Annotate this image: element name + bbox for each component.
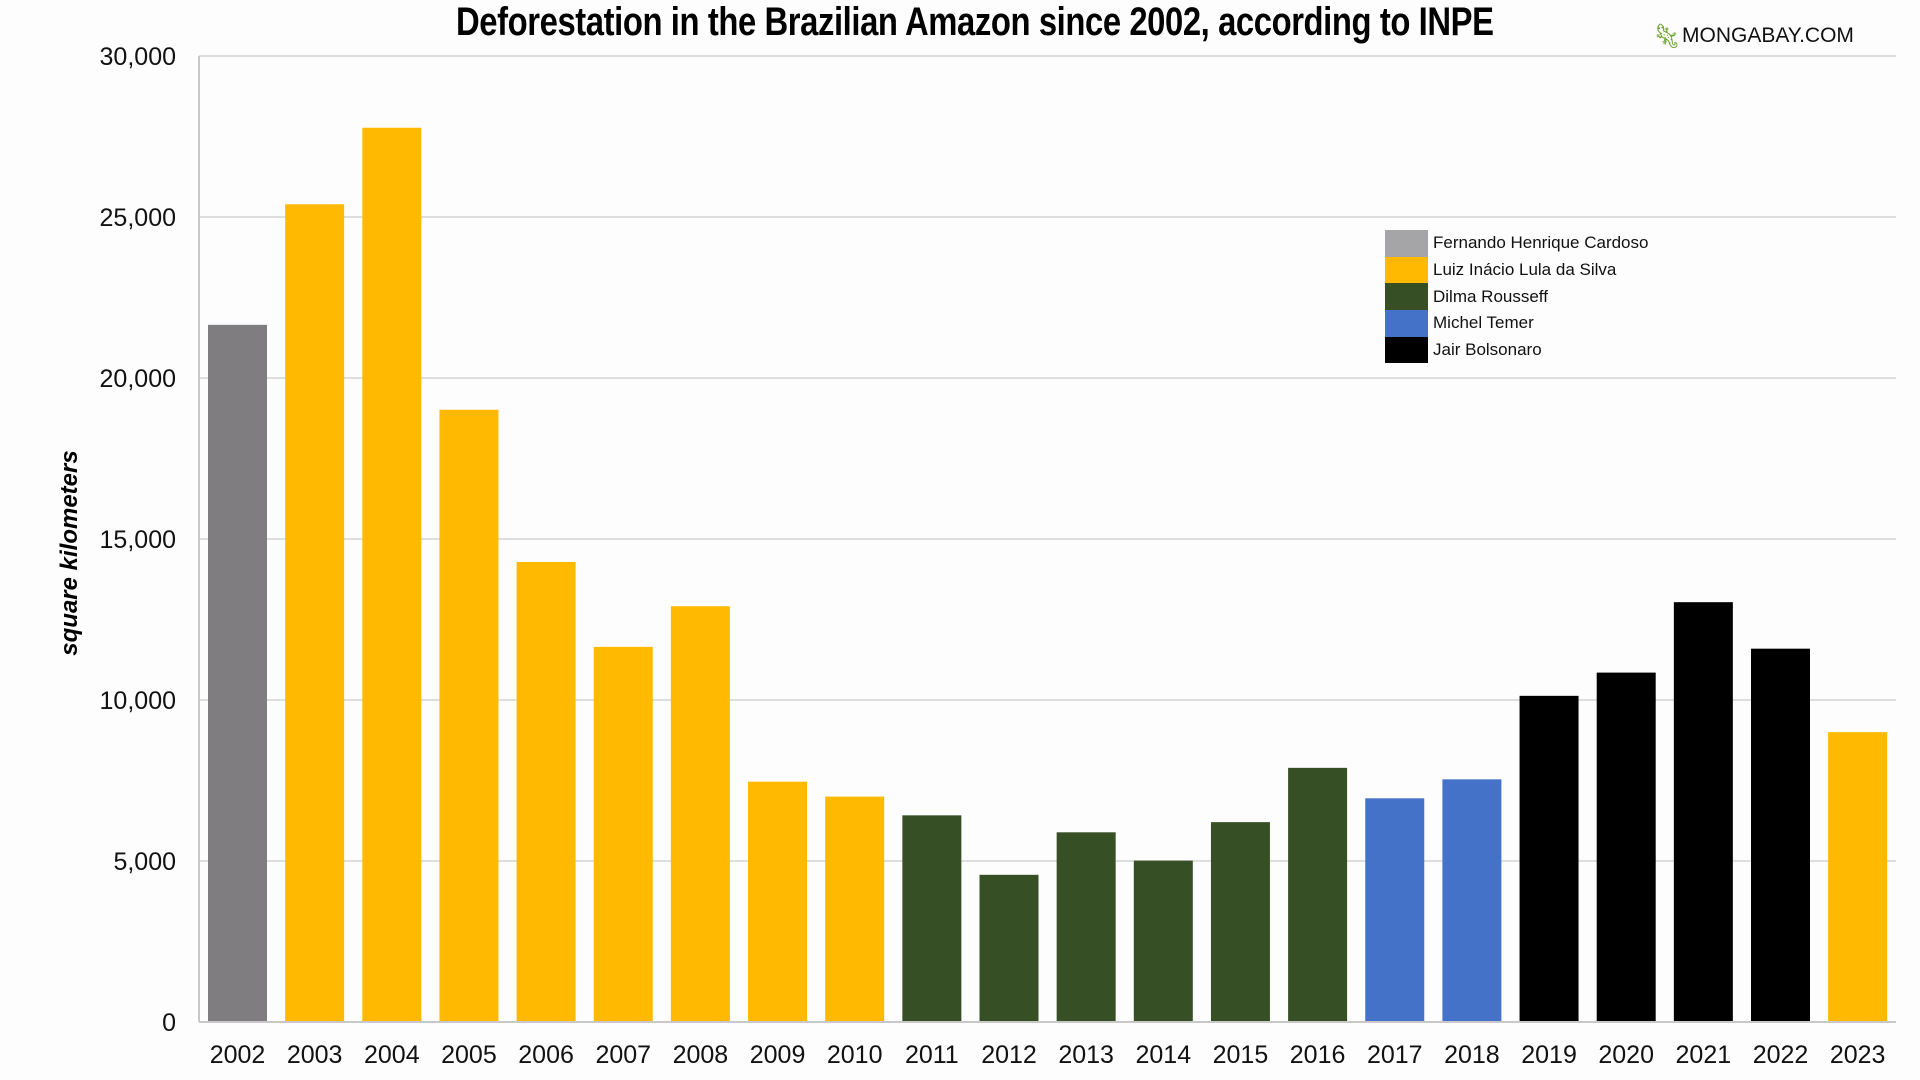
legend: Fernando Henrique Cardoso Luiz Inácio Lul… bbox=[1385, 230, 1648, 364]
x-tick-label: 2003 bbox=[287, 1041, 343, 1069]
legend-item: Luiz Inácio Lula da Silva bbox=[1385, 256, 1648, 284]
y-tick-label: 0 bbox=[162, 1009, 176, 1037]
bar-2006 bbox=[516, 561, 576, 1022]
bar-2011 bbox=[902, 815, 962, 1022]
x-tick-label: 2009 bbox=[750, 1041, 806, 1069]
bar-2018 bbox=[1442, 779, 1502, 1022]
x-tick-label: 2005 bbox=[441, 1041, 497, 1069]
legend-label: Michel Temer bbox=[1433, 313, 1534, 333]
brand-logo-text: MONGABAY.COM bbox=[1682, 24, 1854, 47]
x-tick-label: 2017 bbox=[1367, 1041, 1423, 1069]
bar-2020 bbox=[1596, 672, 1656, 1022]
x-tick-label: 2012 bbox=[981, 1041, 1037, 1069]
x-tick-label: 2018 bbox=[1444, 1041, 1500, 1069]
legend-swatch bbox=[1385, 256, 1428, 284]
bar-2019 bbox=[1519, 695, 1579, 1022]
bar-2012 bbox=[979, 874, 1039, 1022]
bar-2015 bbox=[1210, 822, 1270, 1022]
x-tick-label: 2019 bbox=[1521, 1041, 1577, 1069]
chart-title: Deforestation in the Brazilian Amazon si… bbox=[456, 0, 1494, 44]
y-tick-label: 25,000 bbox=[100, 204, 176, 232]
legend-swatch bbox=[1385, 283, 1428, 311]
bar-2023 bbox=[1828, 732, 1888, 1022]
x-tick-label: 2016 bbox=[1290, 1041, 1346, 1069]
legend-label: Fernando Henrique Cardoso bbox=[1433, 233, 1649, 253]
bar-2005 bbox=[439, 409, 499, 1022]
x-tick-label: 2008 bbox=[673, 1041, 729, 1069]
x-tick-label: 2020 bbox=[1598, 1041, 1654, 1069]
bar-2021 bbox=[1673, 602, 1733, 1022]
y-tick-label: 20,000 bbox=[100, 365, 176, 393]
bar-2004 bbox=[362, 127, 422, 1023]
y-tick-label: 15,000 bbox=[100, 526, 176, 554]
bar-2003 bbox=[285, 204, 345, 1023]
bar-2013 bbox=[1056, 832, 1116, 1022]
legend-label: Jair Bolsonaro bbox=[1433, 340, 1542, 360]
x-tick-label: 2014 bbox=[1135, 1041, 1191, 1069]
y-tick-label: 10,000 bbox=[100, 687, 176, 715]
legend-label: Dilma Rousseff bbox=[1433, 286, 1548, 306]
x-tick-label: 2023 bbox=[1830, 1041, 1886, 1069]
x-tick-label: 2013 bbox=[1058, 1041, 1114, 1069]
bar-2022 bbox=[1751, 648, 1810, 1022]
bar-2010 bbox=[825, 796, 885, 1022]
x-tick-label: 2015 bbox=[1213, 1041, 1269, 1069]
x-tick-label: 2021 bbox=[1676, 1041, 1732, 1069]
x-tick-label: 2011 bbox=[905, 1041, 959, 1069]
bar-2007 bbox=[593, 646, 653, 1022]
legend-item: Michel Temer bbox=[1385, 310, 1648, 337]
bar-2008 bbox=[670, 606, 730, 1022]
y-tick-label: 5,000 bbox=[113, 848, 176, 876]
legend-swatch bbox=[1385, 230, 1428, 257]
bar-2009 bbox=[748, 781, 808, 1022]
legend-swatch bbox=[1385, 336, 1428, 364]
x-tick-label: 2004 bbox=[364, 1041, 420, 1069]
x-tick-label: 2022 bbox=[1753, 1041, 1809, 1069]
y-tick-label: 30,000 bbox=[100, 43, 176, 71]
x-tick-label: 2007 bbox=[595, 1041, 651, 1069]
legend-swatch bbox=[1385, 310, 1428, 337]
gecko-icon: 🦎︎ bbox=[1652, 23, 1683, 50]
legend-label: Luiz Inácio Lula da Silva bbox=[1433, 260, 1617, 280]
legend-item: Fernando Henrique Cardoso bbox=[1385, 230, 1648, 257]
x-tick-label: 2002 bbox=[210, 1041, 266, 1069]
x-tick-label: 2006 bbox=[518, 1041, 574, 1069]
legend-item: Dilma Rousseff bbox=[1385, 283, 1648, 311]
bar-2017 bbox=[1365, 798, 1425, 1022]
bar-2016 bbox=[1288, 767, 1348, 1022]
x-tick-label: 2010 bbox=[827, 1041, 883, 1069]
bar-2014 bbox=[1133, 860, 1193, 1022]
bar-2002 bbox=[208, 324, 267, 1023]
legend-item: Jair Bolsonaro bbox=[1385, 336, 1648, 364]
